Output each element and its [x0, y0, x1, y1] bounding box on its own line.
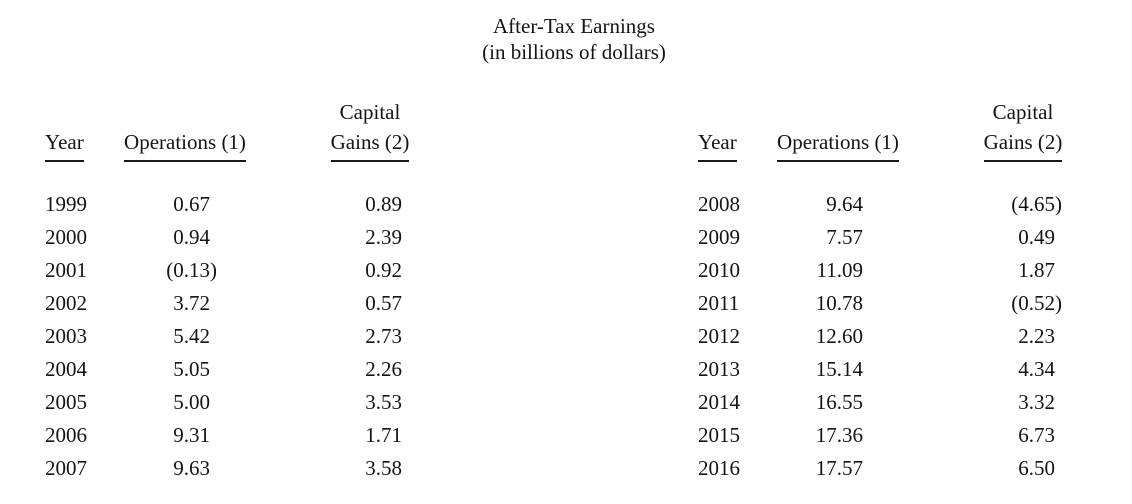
operations-cell: 17.57: [815, 456, 863, 480]
year-cell: 2006: [45, 423, 87, 447]
capital-gains-cell: 2.26: [365, 357, 402, 381]
capital-gains-cell: 1.87: [1018, 258, 1055, 282]
capital-gains-cell: 6.50: [1018, 456, 1055, 480]
operations-cell: 5.42: [173, 324, 210, 348]
operations-cell: 9.31: [173, 423, 210, 447]
capital-gains-cell: 3.58: [365, 456, 402, 480]
earnings-table-1999-2007: Year Operations (1) Capital Gains (2) 19…: [45, 96, 470, 485]
operations-cell: 5.05: [173, 357, 210, 381]
year-cell: 2009: [698, 225, 740, 249]
table-row: 2015 17.36 6.73: [698, 419, 1123, 452]
table-title: After-Tax Earnings (in billions of dolla…: [0, 13, 1132, 65]
table-row: 2012 12.60 2.23: [698, 320, 1123, 353]
year-cell: 2004: [45, 357, 87, 381]
operations-cell: 12.60: [815, 324, 863, 348]
operations-column-header: Operations (1): [753, 127, 923, 162]
table-row: 2000 0.94 2.39: [45, 221, 470, 254]
operations-cell: 0.67: [173, 192, 210, 216]
capital-gains-cell: 4.34: [1018, 357, 1055, 381]
capital-gains-cell: 3.53: [365, 390, 402, 414]
capital-gains-cell: 6.73: [1018, 423, 1055, 447]
capital-gains-cell: 0.49: [1018, 225, 1055, 249]
earnings-table-2008-2016: Year Operations (1) Capital Gains (2) 20…: [698, 96, 1123, 485]
year-cell: 2010: [698, 258, 740, 282]
year-column-header: Year: [698, 127, 753, 162]
capital-gains-cell: (4.65): [1011, 192, 1062, 216]
table-row: 2011 10.78 (0.52): [698, 287, 1123, 320]
year-cell: 2001: [45, 258, 87, 282]
table-row: 2009 7.57 0.49: [698, 221, 1123, 254]
year-cell: 2003: [45, 324, 87, 348]
table-row: 2003 5.42 2.73: [45, 320, 470, 353]
year-cell: 2008: [698, 192, 740, 216]
operations-cell: 3.72: [173, 291, 210, 315]
table-row: 2005 5.00 3.53: [45, 386, 470, 419]
capital-gains-cell: 2.39: [365, 225, 402, 249]
year-cell: 2015: [698, 423, 740, 447]
year-header-label: Year: [698, 127, 737, 162]
table-row: 2006 9.31 1.71: [45, 419, 470, 452]
title-line1: After-Tax Earnings: [493, 14, 655, 38]
table-row: 1999 0.67 0.89: [45, 188, 470, 221]
year-header-label: Year: [45, 127, 84, 162]
year-cell: 2014: [698, 390, 740, 414]
table-row: 2007 9.63 3.58: [45, 452, 470, 485]
table-row: 2008 9.64 (4.65): [698, 188, 1123, 221]
operations-cell: 11.09: [816, 258, 863, 282]
table-header: Year Operations (1) Capital Gains (2): [45, 96, 470, 162]
year-cell: 1999: [45, 192, 87, 216]
capital-gains-cell: 0.92: [365, 258, 402, 282]
operations-cell: 10.78: [815, 291, 863, 315]
capital-gains-header-line1: Capital: [992, 100, 1054, 124]
capital-gains-cell: 0.89: [365, 192, 402, 216]
year-cell: 2002: [45, 291, 87, 315]
year-column-header: Year: [45, 127, 100, 162]
table-row: 2013 15.14 4.34: [698, 353, 1123, 386]
operations-cell: 17.36: [815, 423, 863, 447]
table-row: 2014 16.55 3.32: [698, 386, 1123, 419]
table-body: 2008 9.64 (4.65) 2009 7.57 0.49 2010 11.…: [698, 188, 1123, 485]
operations-cell: 7.57: [826, 225, 863, 249]
year-cell: 2016: [698, 456, 740, 480]
capital-gains-header-line2: Gains (2): [983, 127, 1063, 162]
capital-gains-cell: 1.71: [365, 423, 402, 447]
table-row: 2010 11.09 1.87: [698, 254, 1123, 287]
operations-cell: 0.94: [173, 225, 210, 249]
capital-gains-cell: 2.23: [1018, 324, 1055, 348]
operations-header-label: Operations (1): [124, 127, 246, 162]
table-row: 2016 17.57 6.50: [698, 452, 1123, 485]
year-cell: 2013: [698, 357, 740, 381]
operations-cell: 9.63: [173, 456, 210, 480]
year-cell: 2012: [698, 324, 740, 348]
capital-gains-cell: 0.57: [365, 291, 402, 315]
operations-column-header: Operations (1): [100, 127, 270, 162]
operations-cell: 16.55: [815, 390, 863, 414]
operations-header-label: Operations (1): [777, 127, 899, 162]
capital-gains-column-header: Capital Gains (2): [270, 97, 470, 162]
capital-gains-header-line1: Capital: [339, 100, 401, 124]
year-cell: 2011: [698, 291, 740, 315]
operations-cell: 15.14: [815, 357, 863, 381]
table-header: Year Operations (1) Capital Gains (2): [698, 96, 1123, 162]
title-line2: (in billions of dollars): [482, 40, 666, 64]
year-cell: 2007: [45, 456, 87, 480]
capital-gains-cell: 2.73: [365, 324, 402, 348]
table-row: 2001 (0.13) 0.92: [45, 254, 470, 287]
table-body: 1999 0.67 0.89 2000 0.94 2.39 2001 (0.13…: [45, 188, 470, 485]
capital-gains-cell: 3.32: [1018, 390, 1055, 414]
operations-cell: 9.64: [826, 192, 863, 216]
operations-cell: 5.00: [173, 390, 210, 414]
table-row: 2004 5.05 2.26: [45, 353, 470, 386]
capital-gains-column-header: Capital Gains (2): [923, 97, 1123, 162]
capital-gains-header-line2: Gains (2): [330, 127, 410, 162]
capital-gains-cell: (0.52): [1011, 291, 1062, 315]
year-cell: 2000: [45, 225, 87, 249]
year-cell: 2005: [45, 390, 87, 414]
table-row: 2002 3.72 0.57: [45, 287, 470, 320]
operations-cell: (0.13): [166, 258, 217, 282]
